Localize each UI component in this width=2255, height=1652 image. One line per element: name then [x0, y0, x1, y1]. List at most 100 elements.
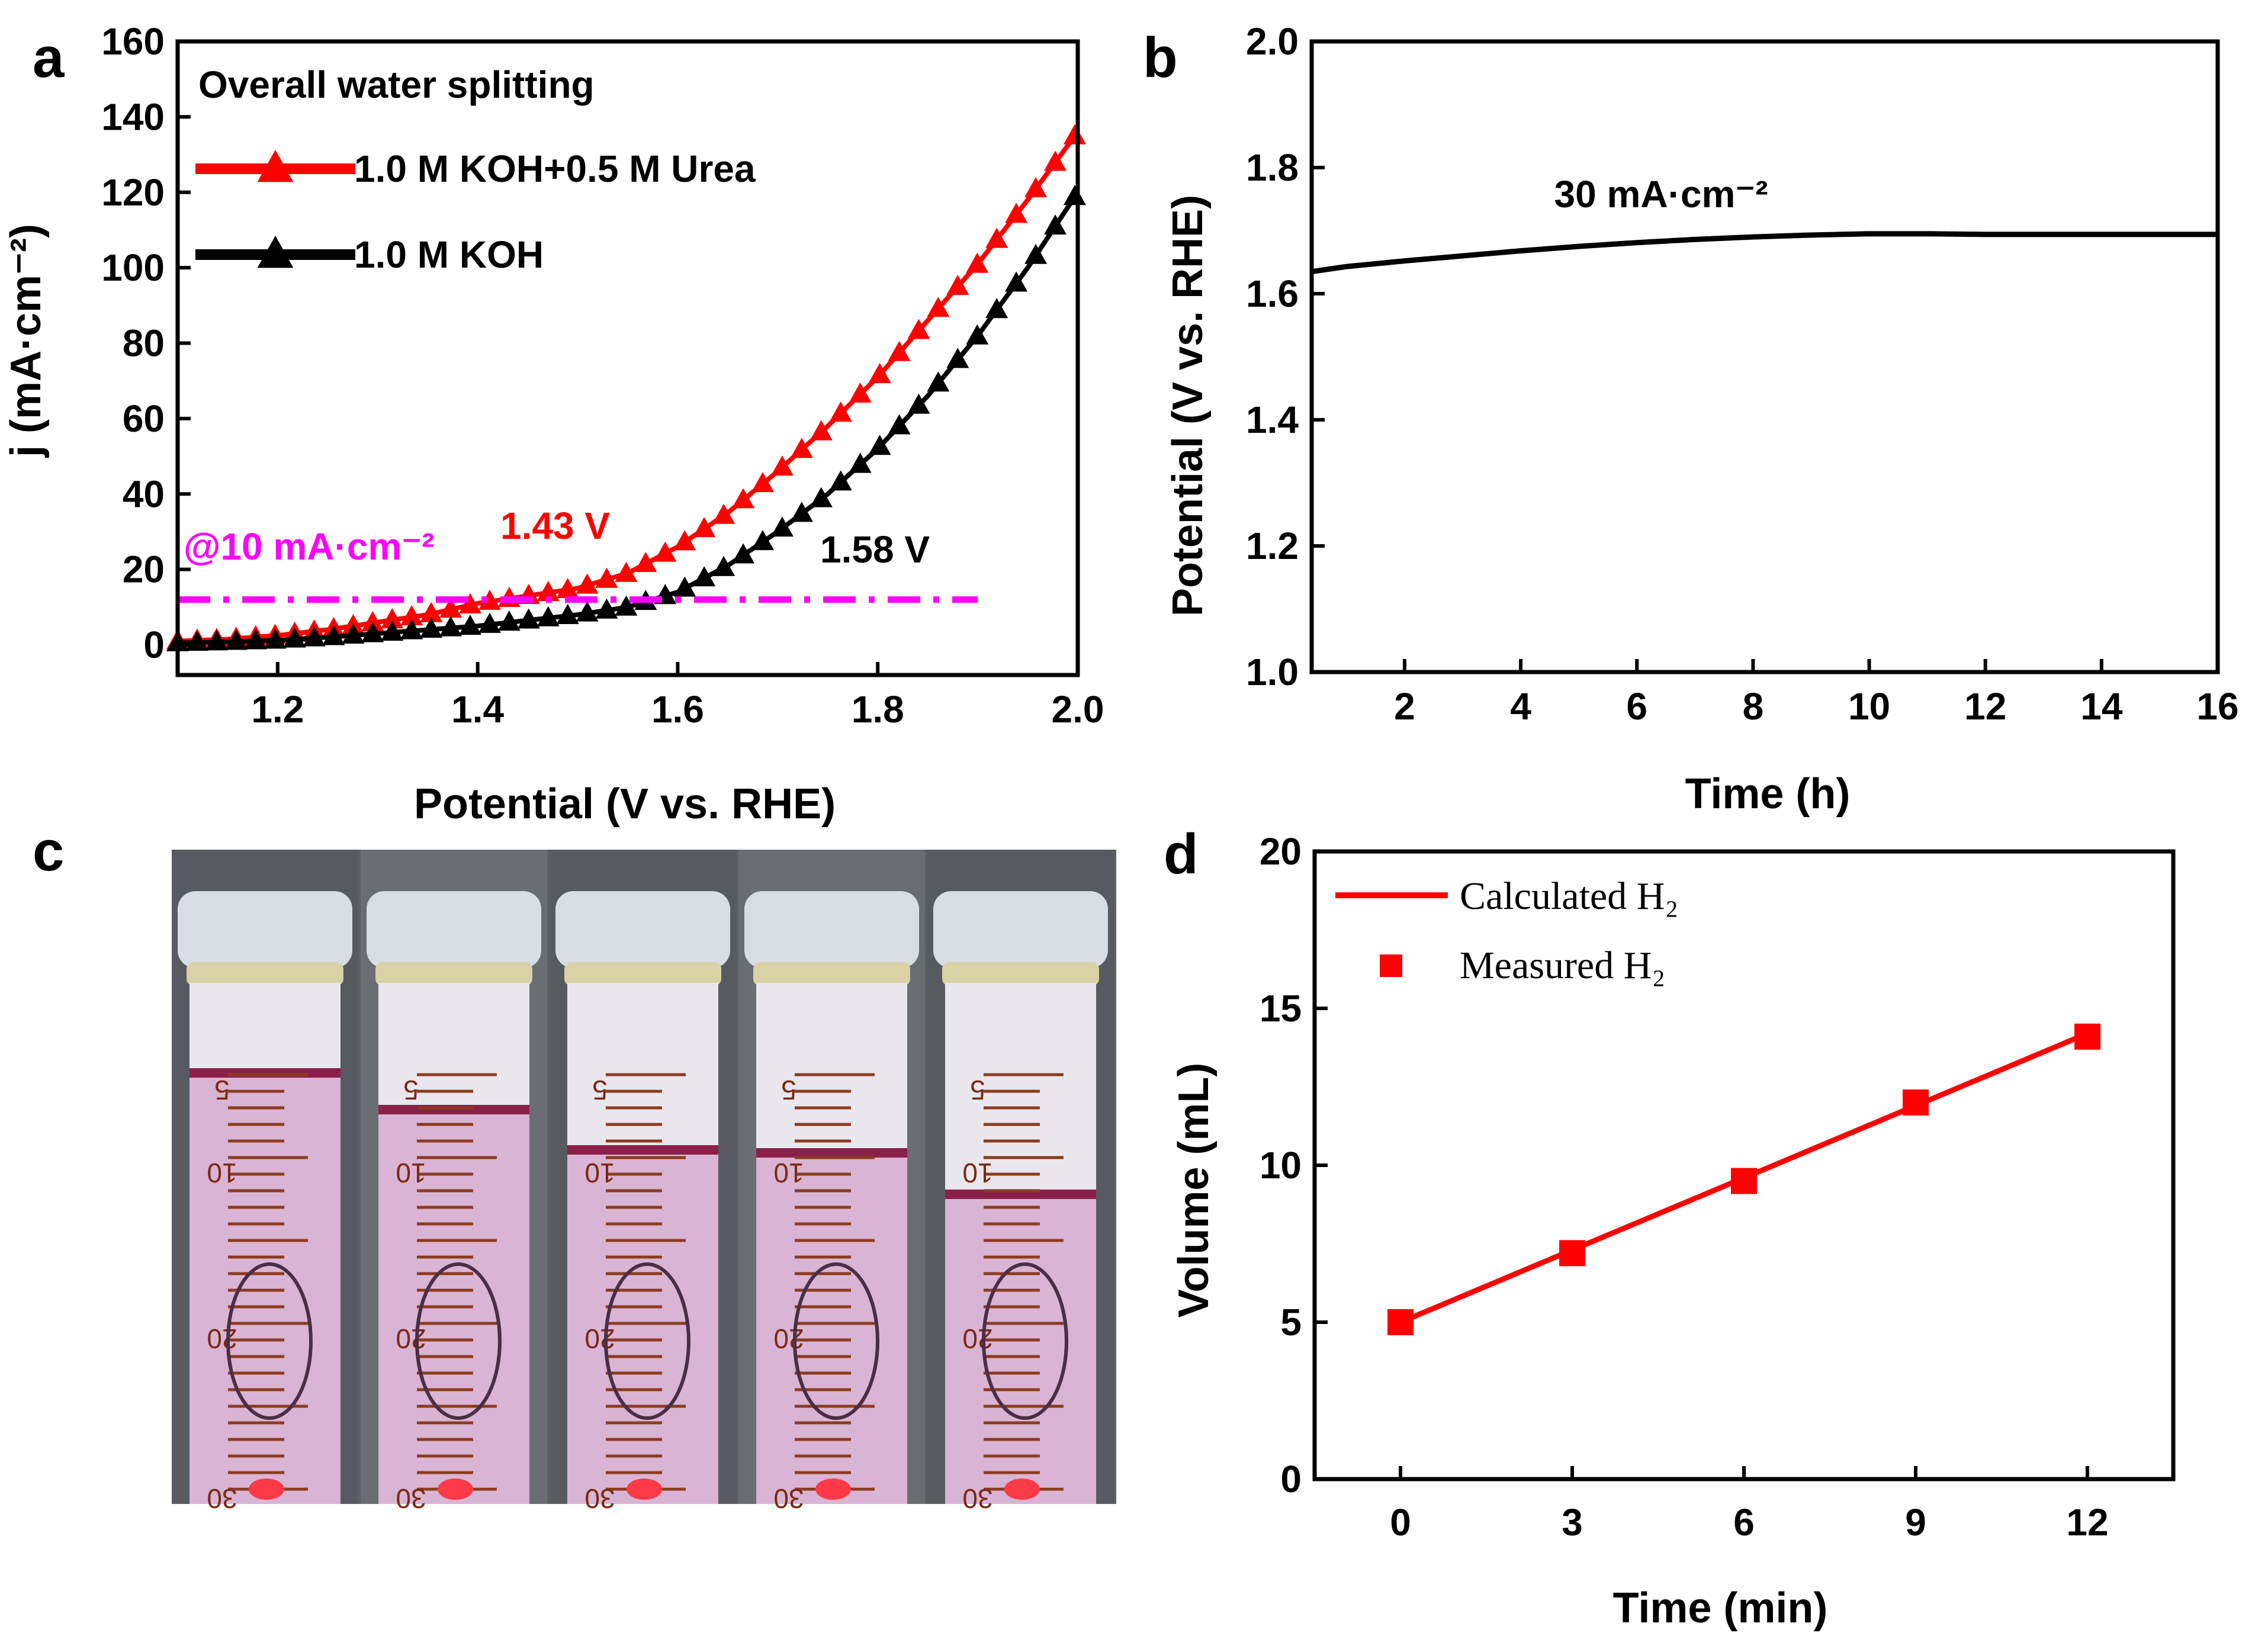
chart-d-y-tick-label: 0 — [1280, 1458, 1302, 1500]
series-marker-0 — [673, 530, 696, 551]
chart-b-y-tick-label: 1.6 — [1246, 272, 1299, 315]
series-marker-1 — [342, 623, 365, 644]
graduation-label: 5 — [781, 1075, 796, 1105]
chart-a-x-tick-label: 1.6 — [651, 688, 704, 731]
chart-b-y-tick-label: 2.0 — [1246, 20, 1299, 63]
chart-d-x-tick-label: 9 — [1905, 1501, 1926, 1544]
measured-point — [2074, 1023, 2100, 1050]
legend-marker-measured — [1380, 954, 1402, 977]
series-marker-1 — [1063, 185, 1086, 205]
measured-point — [1387, 1309, 1414, 1335]
chart-a-x-tick-label: 1.2 — [251, 688, 304, 731]
series-marker-1 — [849, 452, 872, 473]
series-marker-1 — [673, 576, 696, 597]
chart-d-x-tick-label: 0 — [1390, 1501, 1411, 1544]
graduation-label: 30 — [207, 1483, 237, 1514]
graduation-label: 30 — [962, 1483, 992, 1514]
electrode-loop — [226, 1262, 313, 1420]
bottom-glow — [1004, 1479, 1040, 1500]
series-marker-0 — [459, 593, 481, 613]
series-marker-0 — [732, 488, 755, 509]
series-marker-1 — [303, 626, 326, 647]
series-marker-1 — [322, 625, 345, 645]
series-marker-0 — [654, 541, 677, 562]
series-marker-0 — [985, 227, 1008, 248]
chart-b-x-tick-label: 14 — [2080, 685, 2123, 728]
series-marker-0 — [361, 611, 384, 632]
graduation-label: 5 — [970, 1075, 985, 1105]
series-marker-0 — [576, 573, 599, 594]
series-marker-0 — [966, 252, 989, 273]
tube-meniscus — [378, 1105, 529, 1114]
chart-d-plot-frame — [1312, 849, 2176, 1481]
chart-a-y-tick-label: 20 — [123, 548, 165, 591]
panel-letter-d: d — [1164, 822, 1199, 886]
chart-a-x-tick-label: 1.4 — [451, 688, 504, 731]
tube-meniscus — [567, 1145, 718, 1155]
tube-cap — [178, 891, 352, 968]
graduation-label: 10 — [773, 1158, 804, 1188]
series-marker-1 — [790, 502, 813, 522]
photo-tubes: 5 10 20 30 5 10 20 30 5 10 20 30 5 10 20 30 5 10 20 30 — [172, 850, 1116, 1514]
series-marker-1 — [810, 487, 833, 507]
series-marker-1 — [205, 630, 228, 651]
series-marker-0 — [478, 589, 501, 610]
chart-d-y-tick-label: 15 — [1260, 987, 1302, 1030]
series-marker-0 — [537, 581, 560, 602]
tube-2: 5 10 20 30 — [361, 850, 547, 1514]
graduation-label: 20 — [207, 1323, 237, 1354]
measured-point — [1903, 1089, 1929, 1116]
series-marker-1 — [829, 470, 852, 491]
annotation-urea-potential: 1.43 V — [500, 504, 610, 547]
bottom-glow — [815, 1479, 851, 1500]
chart-b-plot-frame — [1309, 39, 2220, 674]
graduation-label: 10 — [396, 1158, 426, 1188]
series-marker-0 — [829, 401, 852, 422]
tube-1: 5 10 20 30 — [172, 850, 358, 1514]
series-marker-1 — [770, 516, 794, 537]
series-marker-1 — [985, 298, 1008, 319]
series-marker-0 — [849, 382, 872, 403]
tube-3: 5 10 20 30 — [550, 850, 736, 1514]
graduation-label: 5 — [592, 1075, 608, 1105]
series-marker-0 — [595, 567, 618, 588]
series-marker-1 — [439, 616, 462, 637]
series-marker-1 — [946, 348, 969, 368]
panel-letter-c: c — [33, 819, 64, 883]
series-marker-1 — [244, 629, 267, 650]
chart-a-title: Overall water splitting — [198, 63, 595, 106]
chart-b: 2 4 6 8 10 12 14 16 1.0 1.2 1.4 1.6 1.8 2.0 30 mA·cm⁻… — [1164, 20, 2239, 818]
graduation-label: 30 — [396, 1483, 426, 1514]
graduation-label: 20 — [962, 1323, 992, 1354]
series-marker-1 — [595, 598, 618, 619]
measured-point — [1559, 1240, 1585, 1267]
chart-a: 1.2 1.4 1.6 1.8 2.0 0 20 40 60 80 100 120 140 160 Ove… — [2, 20, 1104, 828]
tube-seal — [753, 962, 910, 986]
series-marker-0 — [439, 597, 462, 618]
electrode-loop — [604, 1262, 690, 1420]
chart-b-y-tick-label: 1.4 — [1246, 398, 1299, 441]
chart-d-x-tick-label: 12 — [2066, 1501, 2108, 1544]
series-marker-1 — [927, 371, 950, 392]
chart-b-y-tick-label: 1.2 — [1246, 525, 1299, 567]
series-marker-1 — [751, 530, 774, 551]
series-marker-0 — [693, 517, 716, 538]
chart-d-y-tick-label: 20 — [1260, 830, 1302, 873]
series-marker-0 — [927, 297, 950, 317]
chart-a-y-tick-label: 60 — [123, 397, 165, 440]
series-marker-0 — [1063, 124, 1086, 144]
graduation-label: 10 — [207, 1158, 237, 1188]
series-marker-1 — [868, 435, 891, 455]
chart-b-x-tick-label: 12 — [1964, 685, 2006, 728]
tube-liquid — [756, 1152, 907, 1504]
tube-meniscus — [756, 1148, 907, 1158]
chart-b-x-tick-label: 10 — [1848, 685, 1890, 728]
graduation-label: 10 — [962, 1158, 992, 1188]
graduation-label: 20 — [773, 1323, 804, 1354]
chart-a-y-tick-label: 100 — [101, 246, 165, 289]
electrode-loop — [415, 1262, 502, 1420]
tube-liquid — [189, 1072, 341, 1504]
measured-point — [1731, 1168, 1757, 1194]
electrode-loop — [793, 1262, 879, 1420]
